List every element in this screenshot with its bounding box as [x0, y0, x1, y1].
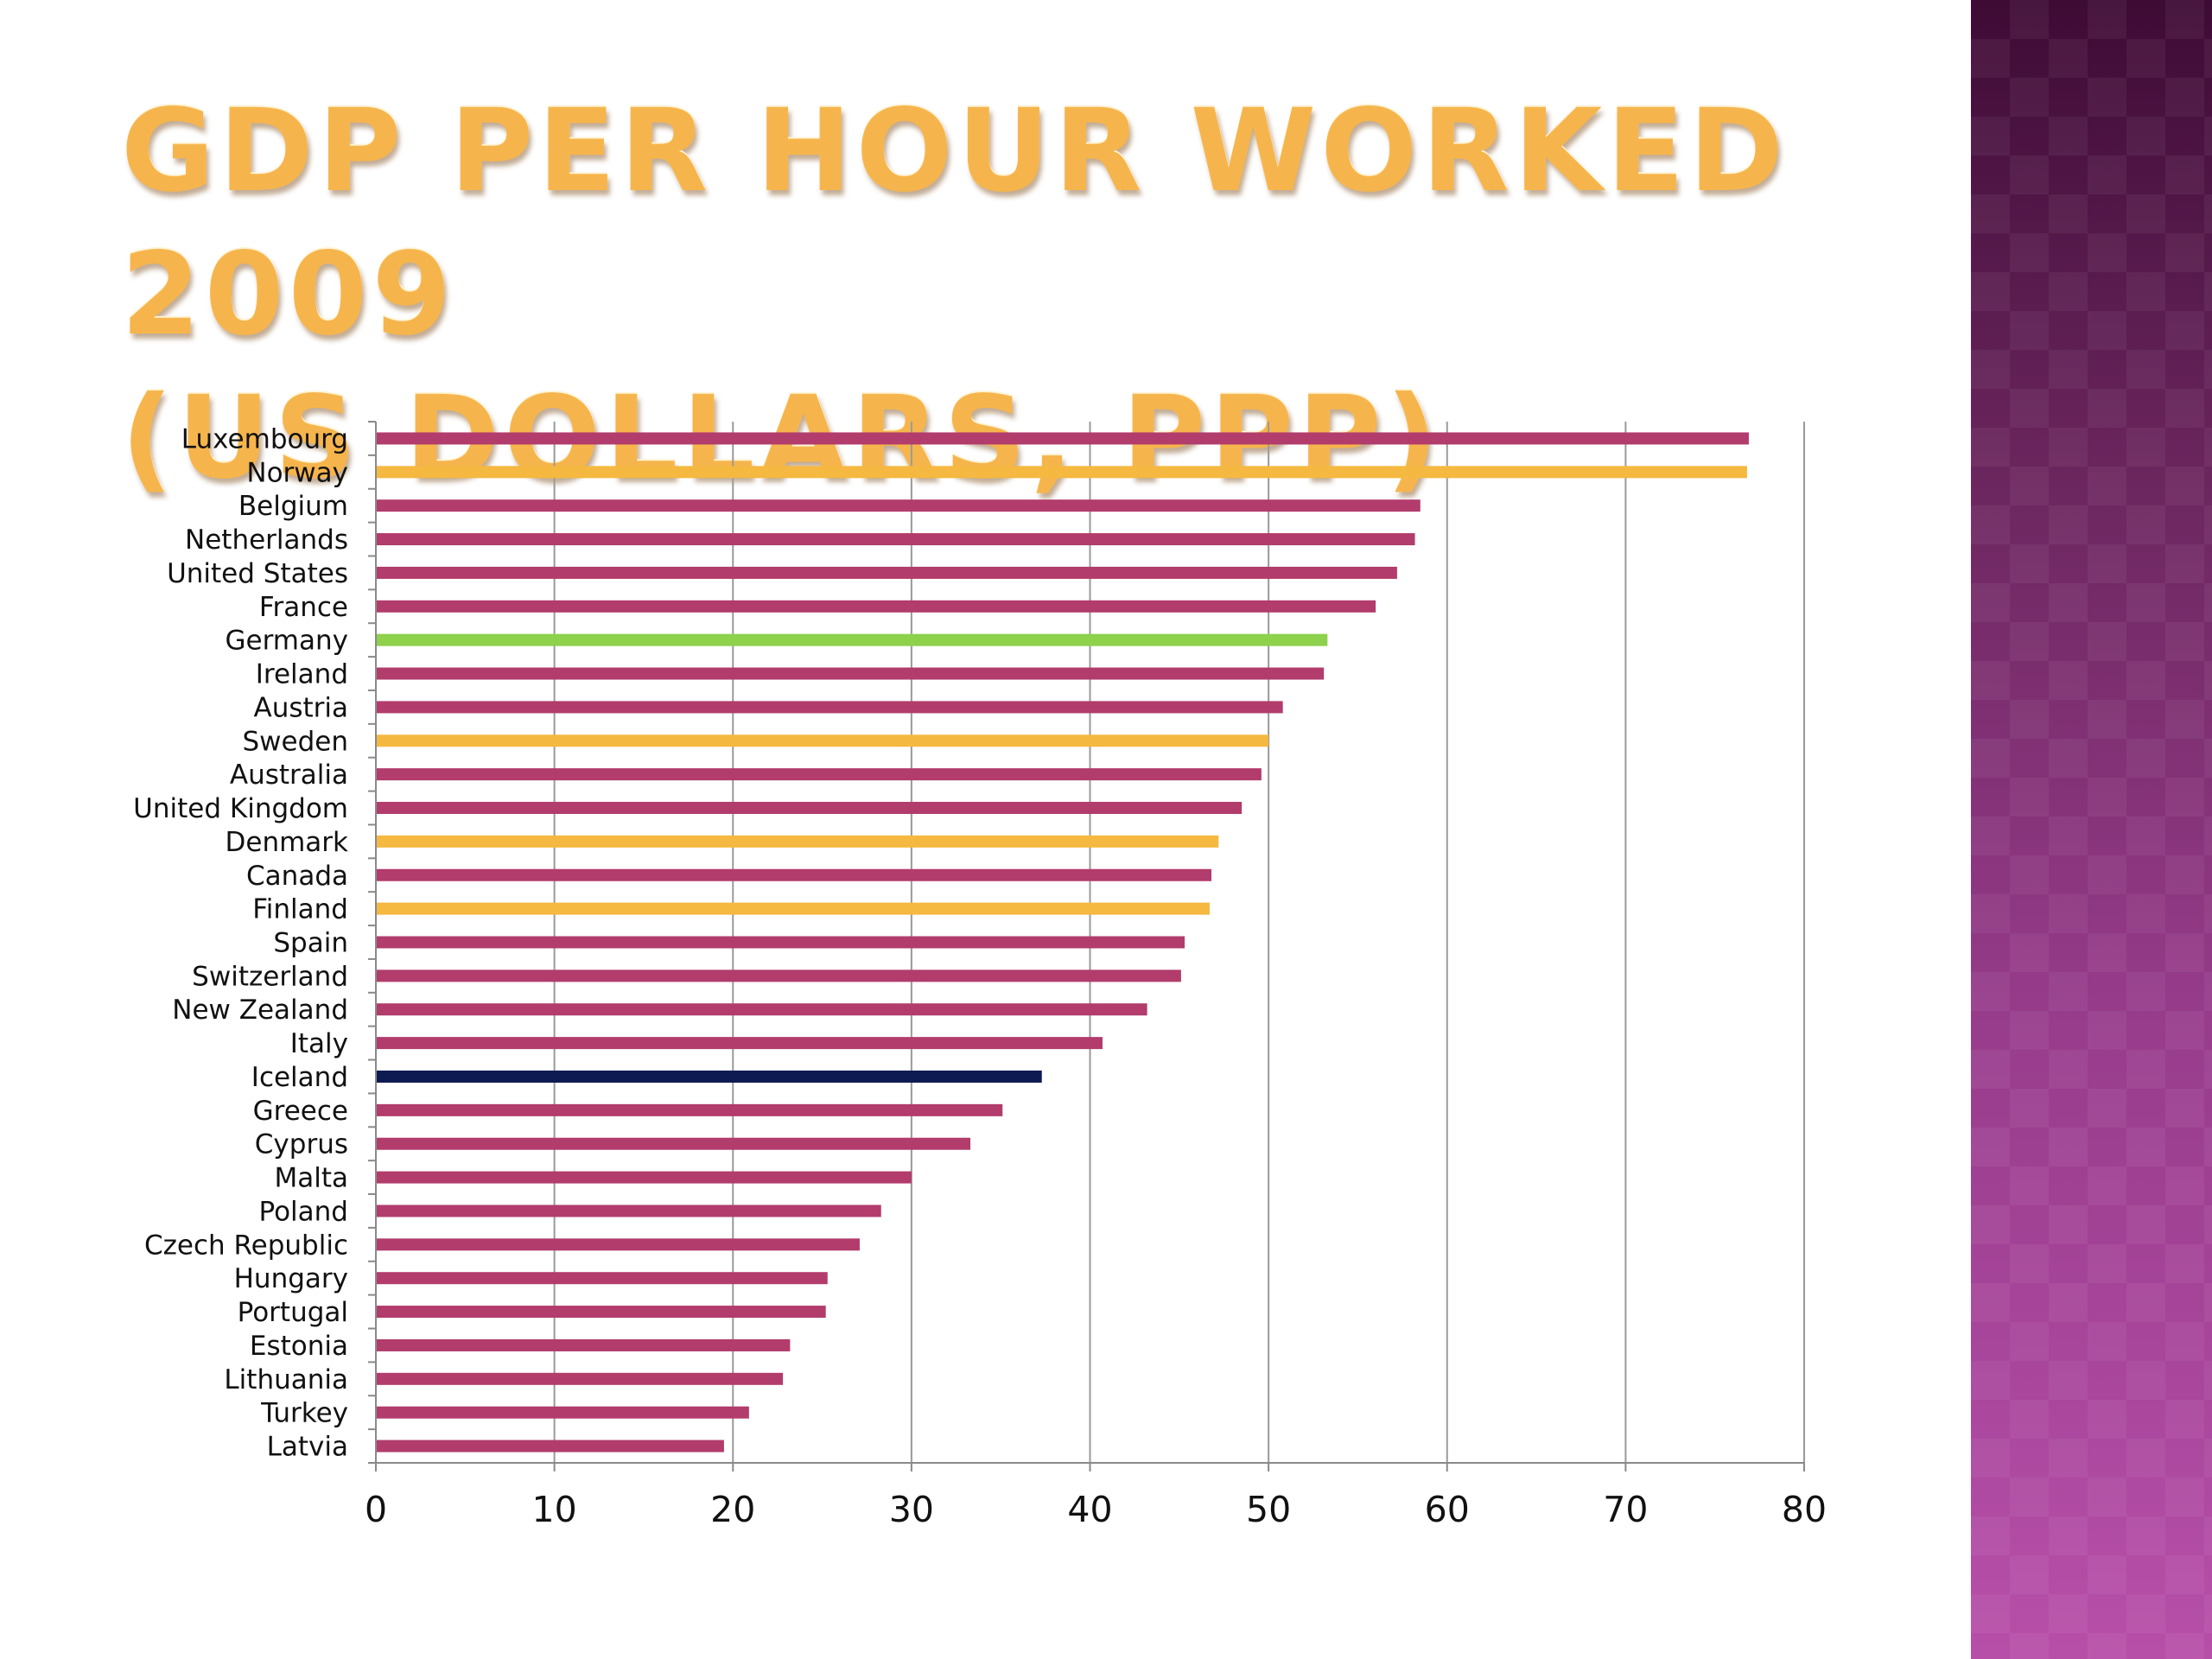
- bar-cyprus: [376, 1137, 971, 1150]
- bar-poland: [376, 1205, 881, 1217]
- bar-canada: [376, 868, 1212, 881]
- category-label: Greece: [253, 1096, 348, 1127]
- category-label: Norway: [246, 457, 348, 488]
- x-tick-label: 60: [1425, 1489, 1470, 1530]
- category-label: Lithuania: [224, 1364, 348, 1395]
- bar-ireland: [376, 667, 1325, 680]
- category-label: Luxembourg: [181, 423, 348, 454]
- bar-iceland: [376, 1070, 1042, 1083]
- category-label: Cyprus: [255, 1129, 348, 1160]
- category-label: Italy: [290, 1028, 348, 1059]
- bar-germany: [376, 633, 1328, 646]
- category-labels: LuxembourgNorwayBelgiumNetherlandsUnited…: [133, 423, 348, 1462]
- bar-france: [376, 600, 1376, 613]
- category-label: Latvia: [267, 1432, 348, 1463]
- bars: [376, 432, 1749, 1452]
- bar-belgium: [376, 499, 1421, 512]
- x-tick-labels: 0 10 20 30 40 50 60 70 80: [365, 1489, 1827, 1530]
- category-label: Belgium: [238, 491, 348, 522]
- x-tick-label: 0: [365, 1489, 387, 1530]
- bar-luxembourg: [376, 432, 1749, 445]
- bar-italy: [376, 1037, 1103, 1050]
- x-tick-label: 70: [1603, 1489, 1648, 1530]
- bar-lithuania: [376, 1372, 784, 1385]
- category-label: Austria: [253, 692, 348, 723]
- bar-netherlands: [376, 533, 1415, 546]
- bar-denmark: [376, 835, 1219, 848]
- title-line-1: GDP per hour worked 2009: [121, 85, 1789, 361]
- category-label: Switzerland: [192, 961, 348, 992]
- bar-finland: [376, 902, 1210, 915]
- category-label: Poland: [259, 1196, 349, 1227]
- category-label: New Zealand: [172, 995, 348, 1026]
- category-label: Finland: [252, 894, 348, 925]
- bar-malta: [376, 1171, 912, 1184]
- category-label: Hungary: [234, 1263, 348, 1294]
- bar-austria: [376, 701, 1283, 714]
- category-label: United States: [167, 558, 348, 589]
- category-label: Iceland: [251, 1062, 348, 1093]
- category-label: Turkey: [260, 1398, 348, 1429]
- x-tick-label: 10: [532, 1489, 577, 1530]
- x-tick-label: 40: [1067, 1489, 1112, 1530]
- bar-norway: [376, 466, 1747, 479]
- bar-united-states: [376, 566, 1397, 579]
- category-label: Denmark: [226, 827, 349, 858]
- category-label: France: [259, 592, 348, 623]
- category-label: Czech Republic: [144, 1230, 348, 1261]
- bar-czech-republic: [376, 1238, 860, 1251]
- x-tick-label: 30: [889, 1489, 934, 1530]
- x-tick-label: 80: [1782, 1489, 1827, 1530]
- bar-switzerland: [376, 969, 1181, 982]
- category-label: Spain: [273, 928, 348, 959]
- bar-turkey: [376, 1406, 749, 1419]
- bar-australia: [376, 768, 1262, 781]
- bar-hungary: [376, 1272, 828, 1285]
- bar-sweden: [376, 734, 1269, 747]
- category-label: Malta: [274, 1163, 348, 1194]
- x-tick-label: 50: [1246, 1489, 1291, 1530]
- x-tick-label: 20: [710, 1489, 755, 1530]
- category-label: Sweden: [242, 726, 348, 757]
- category-label: Netherlands: [185, 524, 348, 556]
- bar-portugal: [376, 1306, 826, 1319]
- decorative-side-band: [1971, 0, 2212, 1659]
- axes: [368, 421, 1805, 1471]
- category-label: Estonia: [250, 1331, 348, 1362]
- category-label: Canada: [246, 861, 348, 892]
- bar-estonia: [376, 1338, 791, 1351]
- bar-spain: [376, 936, 1185, 949]
- category-label: Germany: [226, 626, 348, 657]
- bar-united-kingdom: [376, 802, 1243, 815]
- category-label: Portugal: [238, 1297, 348, 1328]
- category-label: United Kingdom: [133, 793, 348, 824]
- bar-latvia: [376, 1440, 724, 1452]
- bar-greece: [376, 1103, 1003, 1116]
- bar-new-zealand: [376, 1003, 1147, 1016]
- category-label: Ireland: [256, 659, 348, 690]
- bar-chart: LuxembourgNorwayBelgiumNetherlandsUnited…: [133, 421, 1827, 1530]
- category-label: Australia: [230, 760, 348, 791]
